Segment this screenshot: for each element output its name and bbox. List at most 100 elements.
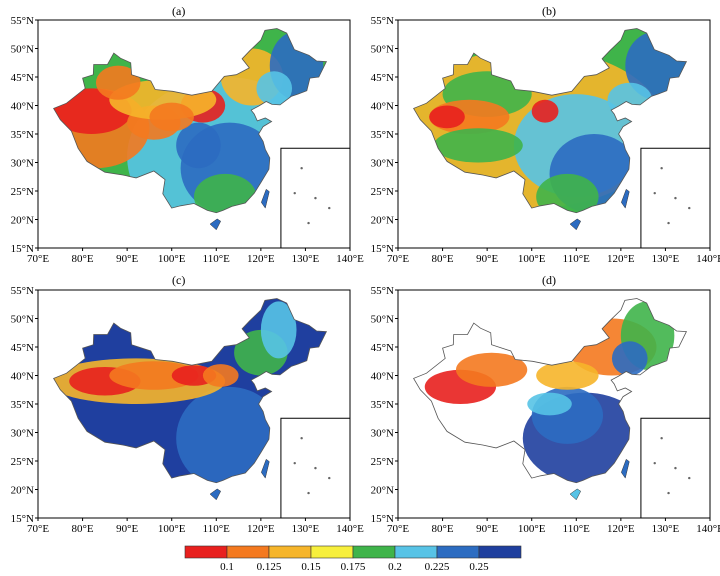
lat-tick-label: 45°N (371, 342, 394, 354)
field-region (429, 105, 465, 129)
lon-tick-label: 130°E (292, 523, 320, 535)
lat-tick-label: 50°N (11, 314, 34, 326)
legend-swatch (184, 545, 228, 559)
lat-tick-label: 55°N (11, 285, 34, 297)
inset-island (674, 466, 677, 470)
inset-island (674, 196, 677, 200)
country-outline (53, 298, 328, 484)
lat-tick-label: 40°N (11, 371, 34, 383)
lat-tick-label: 15°N (11, 513, 34, 525)
lon-tick-label: 130°E (652, 523, 680, 535)
inset-island (667, 221, 670, 225)
island (209, 218, 222, 231)
panel-label-c: (c) (172, 273, 186, 287)
lon-tick-label: 100°E (518, 253, 546, 265)
field-region (260, 301, 297, 359)
legend-swatch (310, 545, 354, 559)
lon-tick-label: 120°E (247, 253, 275, 265)
lat-tick-label: 50°N (371, 314, 394, 326)
map-panel-b: (b) 70°E 80°E 90°E 100°E 110°E 120°E 130°E 140°… (360, 0, 720, 270)
field-region (536, 361, 599, 390)
field-region (256, 71, 293, 106)
lat-tick-label: 35°N (11, 399, 34, 411)
lat-tick-label: 30°N (371, 428, 394, 440)
inset-island (307, 221, 310, 225)
inset-island (300, 437, 303, 440)
inset-island (328, 206, 331, 210)
field-region (176, 122, 221, 169)
lat-tick-label: 40°N (371, 371, 394, 383)
lon-tick-label: 140°E (696, 253, 720, 265)
field-region (433, 128, 523, 163)
inset-island (660, 437, 663, 440)
lat-tick-label: 35°N (371, 129, 394, 141)
legend-swatch (352, 545, 396, 559)
legend-label: 0.25 (469, 561, 489, 573)
lat-tick-label: 25°N (11, 186, 34, 198)
map-panel-a: (a) 70°E 80°E 90°E 100°E 110°E 120°E 130°E 140°… (0, 0, 364, 270)
panel-label-a: (a) (172, 4, 186, 18)
lat-tick-label: 15°N (11, 243, 34, 255)
lon-tick-label: 140°E (336, 523, 364, 535)
lon-tick-label: 110°E (203, 523, 230, 535)
lat-tick-label: 20°N (371, 215, 394, 227)
island (209, 488, 222, 501)
lat-tick-label: 35°N (11, 129, 34, 141)
lat-tick-label: 50°N (371, 44, 394, 56)
legend-label: 0.225 (425, 561, 450, 573)
lat-tick-label: 40°N (11, 101, 34, 113)
lat-tick-label: 30°N (11, 158, 34, 170)
lon-tick-label: 70°E (387, 523, 409, 535)
lon-tick-label: 100°E (158, 253, 186, 265)
panel-label-b: (b) (542, 4, 556, 18)
lon-tick-label: 70°E (27, 253, 49, 265)
lon-tick-label: 130°E (292, 253, 320, 265)
lon-tick-label: 120°E (607, 253, 635, 265)
legend-label: 0.1 (220, 561, 234, 573)
lon-tick-label: 130°E (652, 253, 680, 265)
inset-island (688, 206, 691, 210)
field-region (95, 65, 141, 100)
field-region (531, 99, 559, 123)
lon-tick-label: 110°E (203, 253, 230, 265)
lat-tick-label: 20°N (11, 215, 34, 227)
legend-label: 0.125 (257, 561, 282, 573)
lon-tick-label: 80°E (72, 523, 94, 535)
legend-swatch (478, 545, 522, 559)
field-region (109, 361, 199, 390)
inset-island (653, 461, 656, 465)
lon-tick-label: 100°E (518, 523, 546, 535)
inset-island (293, 461, 296, 465)
lon-tick-label: 120°E (247, 523, 275, 535)
lat-tick-label: 45°N (371, 72, 394, 84)
legend-label: 0.2 (388, 561, 402, 573)
inset-island (328, 476, 331, 480)
lat-tick-label: 20°N (371, 485, 394, 497)
lon-tick-label: 90°E (476, 253, 498, 265)
lon-tick-label: 140°E (336, 253, 364, 265)
field-region (202, 364, 239, 387)
legend-swatch (226, 545, 270, 559)
legend-swatch (268, 545, 312, 559)
lat-tick-label: 25°N (371, 456, 394, 468)
lon-tick-label: 80°E (432, 253, 454, 265)
island (261, 458, 270, 479)
lat-tick-label: 30°N (371, 158, 394, 170)
lat-tick-label: 15°N (371, 513, 394, 525)
lon-tick-label: 70°E (27, 523, 49, 535)
island (569, 218, 582, 231)
lat-tick-label: 45°N (11, 342, 34, 354)
lon-tick-label: 110°E (563, 523, 590, 535)
inset-island (300, 167, 303, 170)
island (621, 188, 630, 209)
field-region (611, 341, 648, 376)
map-panel-c: (c) 70°E 80°E 90°E 100°E 110°E 120°E 130°E 140°… (0, 270, 364, 540)
panel-label-d: (d) (542, 273, 556, 287)
inset-island (314, 196, 317, 200)
inset-map (280, 417, 351, 519)
inset-island (688, 476, 691, 480)
lon-tick-label: 120°E (607, 523, 635, 535)
lat-tick-label: 55°N (11, 15, 34, 27)
inset-island (653, 191, 656, 195)
lon-tick-label: 90°E (476, 523, 498, 535)
